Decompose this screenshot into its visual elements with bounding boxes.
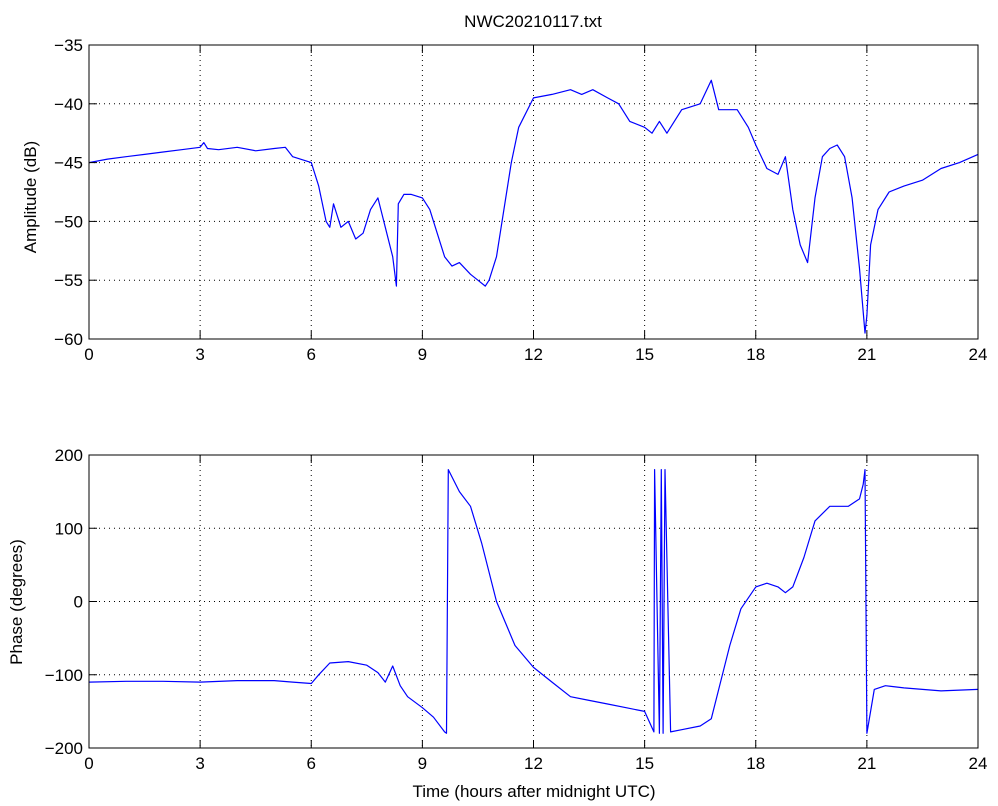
figure-title: NWC20210117.txt — [464, 12, 602, 31]
amplitude-y-tick-label: −60 — [54, 330, 83, 349]
amplitude-y-tick-label: −40 — [54, 95, 83, 114]
amplitude-series-group — [88, 79, 979, 334]
phase-x-tick-label: 15 — [635, 754, 654, 773]
phase-y-tick-label: 200 — [55, 446, 83, 465]
amplitude-x-tick-label: 12 — [524, 345, 543, 364]
amplitude-grid — [89, 45, 978, 339]
phase-x-tick-label: 21 — [857, 754, 876, 773]
amplitude-x-ticks: 0 3 6 9 12 15 18 21 24 — [84, 45, 987, 364]
phase-y-tick-label: 0 — [74, 593, 83, 612]
amplitude-x-tick-label: 0 — [84, 345, 93, 364]
amplitude-y-tick-label: −55 — [54, 271, 83, 290]
phase-series-group — [88, 469, 979, 734]
amplitude-series-line — [88, 79, 979, 334]
phase-x-tick-label: 9 — [418, 754, 427, 773]
phase-series-line — [88, 469, 979, 734]
phase-x-tick-label: 12 — [524, 754, 543, 773]
amplitude-y-ticks: −60 −55 −50 −45 −40 −35 — [54, 36, 978, 349]
phase-y-tick-label: 100 — [55, 519, 83, 538]
amplitude-x-tick-label: 21 — [857, 345, 876, 364]
phase-x-tick-label: 24 — [969, 754, 988, 773]
phase-y-axis-label: Phase (degrees) — [7, 539, 26, 665]
phase-y-ticks: −200 −100 0 100 200 — [45, 446, 978, 758]
phase-x-axis-label: Time (hours after midnight UTC) — [412, 782, 655, 801]
phase-x-tick-label: 6 — [307, 754, 316, 773]
amplitude-axes: 0 3 6 9 12 15 18 21 24 −60 −55 −50 −45 −40 −35 Amplit… — [21, 36, 987, 364]
amplitude-y-tick-label: −45 — [54, 154, 83, 173]
phase-x-tick-label: 3 — [195, 754, 204, 773]
amplitude-x-tick-label: 9 — [418, 345, 427, 364]
amplitude-x-tick-label: 6 — [307, 345, 316, 364]
amplitude-x-tick-label: 3 — [195, 345, 204, 364]
phase-y-tick-label: −200 — [45, 739, 83, 758]
amplitude-y-tick-label: −50 — [54, 212, 83, 231]
phase-x-ticks: 0 3 6 9 12 15 18 21 24 — [84, 455, 987, 773]
amplitude-x-tick-label: 15 — [635, 345, 654, 364]
phase-x-tick-label: 0 — [84, 754, 93, 773]
amplitude-x-tick-label: 18 — [746, 345, 765, 364]
amplitude-y-tick-label: −35 — [54, 36, 83, 55]
phase-y-tick-label: −100 — [45, 666, 83, 685]
phase-grid — [89, 455, 978, 748]
phase-x-tick-label: 18 — [746, 754, 765, 773]
phase-axes: 0 3 6 9 12 15 18 21 24 −200 −100 0 100 200 Phase (de… — [7, 446, 987, 801]
amplitude-x-tick-label: 24 — [969, 345, 988, 364]
amplitude-y-axis-label: Amplitude (dB) — [21, 141, 40, 253]
